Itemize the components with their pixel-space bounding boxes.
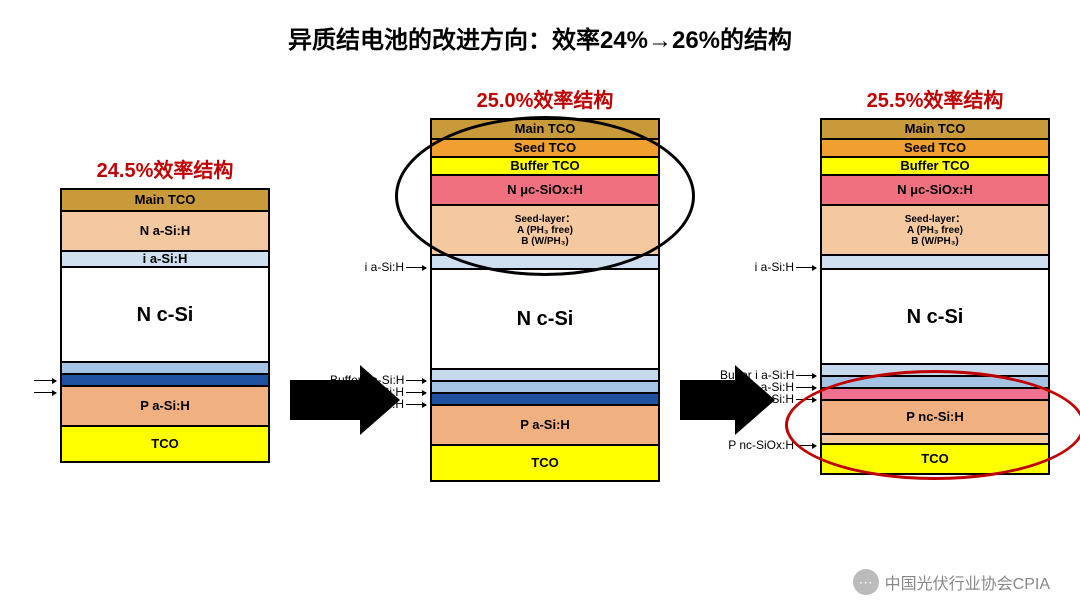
layer: Main TCO <box>821 119 1049 139</box>
layer: N c-Si <box>821 269 1049 364</box>
layer: i a-Si:H <box>61 251 269 267</box>
layer <box>431 393 659 405</box>
page-title: 异质结电池的改进方向：效率24%→26%的结构 <box>0 0 1080 55</box>
layer: Buffer TCO <box>431 157 659 175</box>
side-arrow <box>32 385 56 399</box>
layer-stack: Main TCON a-Si:Hi a-Si:HN c-Si P a-Si:HTC… <box>60 188 270 463</box>
layer: TCO <box>61 426 269 462</box>
column-title: 25.5%效率结构 <box>820 84 1050 113</box>
layer <box>61 374 269 386</box>
layer-stack: Main TCOSeed TCOBuffer TCON μc-SiOx:HSee… <box>430 118 660 482</box>
watermark-text: 中国光伏行业协会CPIA <box>885 570 1050 594</box>
layer <box>431 381 659 393</box>
layer: P a-Si:H <box>61 386 269 426</box>
layer: N μc-SiOx:H <box>431 175 659 205</box>
column-title: 25.0%效率结构 <box>430 84 660 113</box>
layer: TCO <box>821 444 1049 474</box>
wechat-icon: ⋯ <box>853 569 879 595</box>
layer <box>431 255 659 269</box>
layer <box>821 255 1049 269</box>
layer: N c-Si <box>61 267 269 362</box>
layer: Seed TCO <box>821 139 1049 157</box>
layer <box>821 376 1049 388</box>
column-title: 24.5%效率结构 <box>60 154 270 183</box>
layer: Main TCO <box>61 189 269 211</box>
layer: N μc-SiOx:H <box>821 175 1049 205</box>
side-label: i a-Si:H <box>720 260 816 274</box>
layer: Main TCO <box>431 119 659 139</box>
side-label: P nc-SiOx:H <box>720 438 816 452</box>
layer: Seed TCO <box>431 139 659 157</box>
side-label: i a-Si:H <box>330 260 426 274</box>
layer <box>821 434 1049 444</box>
layer: Seed-layer： A (PH₃ free) B (W/PH₃) <box>431 205 659 255</box>
layer <box>431 369 659 381</box>
diagram-area: 24.5%效率结构Main TCON a-Si:Hi a-Si:HN c-SiP… <box>0 110 1080 590</box>
layer <box>821 364 1049 376</box>
layer: TCO <box>431 445 659 481</box>
transition-arrow <box>680 365 775 435</box>
layer <box>821 388 1049 400</box>
layer <box>61 362 269 374</box>
layer-stack: Main TCOSeed TCOBuffer TCON μc-SiOx:HSee… <box>820 118 1050 475</box>
layer: N a-Si:H <box>61 211 269 251</box>
layer: N c-Si <box>431 269 659 369</box>
layer: P nc-Si:H <box>821 400 1049 434</box>
layer: Buffer TCO <box>821 157 1049 175</box>
layer: Seed-layer： A (PH₃ free) B (W/PH₃) <box>821 205 1049 255</box>
transition-arrow <box>290 365 400 435</box>
layer: P a-Si:H <box>431 405 659 445</box>
watermark: ⋯ 中国光伏行业协会CPIA <box>853 569 1050 595</box>
